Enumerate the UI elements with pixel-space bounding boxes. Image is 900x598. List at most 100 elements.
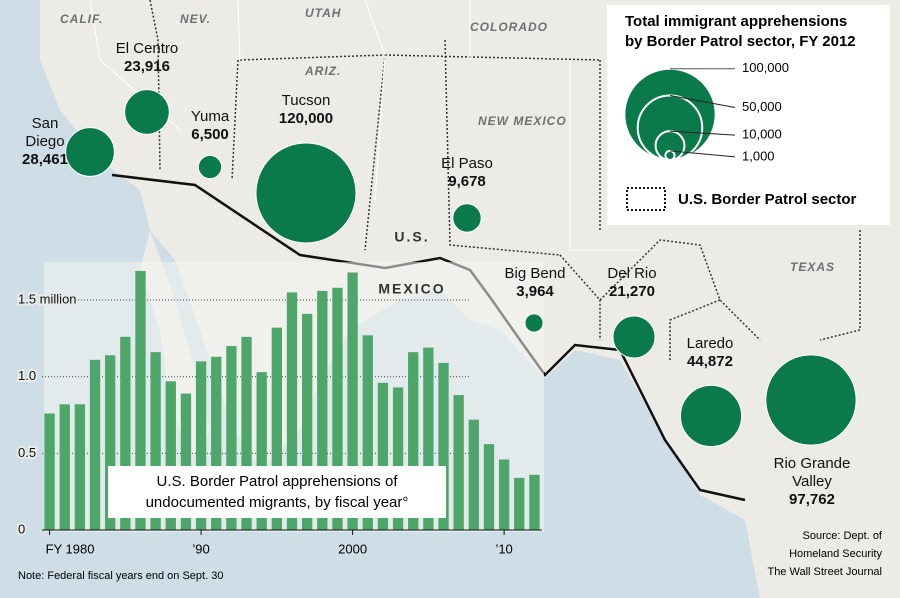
bar (529, 474, 540, 530)
sector-bubble (452, 203, 482, 233)
size-legend-leader (669, 150, 736, 158)
bar (89, 359, 101, 530)
sector-legend-swatch (626, 187, 666, 211)
sector-label: San Diego 28,461 (22, 115, 68, 169)
sector-name: El Paso (441, 155, 493, 172)
sector-bubble (197, 154, 223, 180)
y-tick-label: 0 (18, 521, 25, 536)
sector-label: Big Bend 3,964 (505, 265, 566, 301)
bar (59, 404, 70, 530)
bar (74, 404, 86, 530)
bar (347, 272, 358, 530)
bar (256, 372, 267, 530)
y-tick-label: 0.5 (18, 445, 36, 460)
sector-value: 23,916 (124, 58, 170, 75)
sector-name: Big Bend (504, 265, 566, 282)
bar (453, 395, 464, 530)
sector-name: Laredo (686, 335, 734, 352)
sector-label: Del Rio 21,270 (607, 265, 656, 301)
bar (514, 477, 525, 530)
bar (392, 387, 404, 530)
x-tick-label: FY 1980 (46, 541, 95, 556)
sector-label: Tucson 120,000 (279, 92, 333, 128)
sector-name: Yuma (190, 108, 230, 125)
sector-name: San Diego (25, 115, 65, 150)
sector-name: Tucson (281, 92, 331, 109)
sector-bubble (524, 313, 544, 333)
country-label: MEXICO (378, 281, 445, 297)
x-tick-label: ’10 (495, 541, 512, 556)
sector-label: Laredo 44,872 (687, 335, 734, 371)
sector-bubble (612, 315, 656, 359)
bar (362, 335, 373, 530)
bar (483, 444, 495, 530)
source: The Wall Street Journal (767, 566, 882, 578)
sector-value: 28,461 (22, 151, 68, 168)
size-legend-label: 10,000 (742, 127, 782, 142)
bar (271, 327, 282, 530)
source: Homeland Security (789, 548, 882, 560)
state-label: COLORADO (470, 20, 548, 34)
size-legend-leader (669, 94, 736, 108)
bar (180, 393, 192, 530)
state-label: ARIZ. (304, 64, 341, 78)
bar (332, 287, 343, 530)
sector-legend-label: U.S. Border Patrol sector (678, 191, 857, 208)
bar (302, 313, 313, 530)
bubble-title: Total immigrant apprehensions (625, 13, 847, 30)
bar (135, 270, 146, 530)
state-label: TEXAS (790, 260, 835, 274)
state-label: NEV. (180, 12, 211, 26)
bar (317, 290, 328, 530)
bar (226, 346, 237, 530)
bar (408, 352, 419, 530)
size-legend-leader (669, 130, 736, 136)
sector-value: 97,762 (789, 491, 835, 508)
state-label: UTAH (305, 6, 341, 20)
bar (423, 347, 434, 530)
y-tick-label: 1.5 million (18, 291, 77, 306)
bar (498, 459, 510, 530)
sector-label: El Centro 23,916 (116, 40, 179, 76)
x-tick-label: ’90 (192, 541, 209, 556)
bar (120, 336, 131, 530)
bar (211, 356, 222, 530)
bar (438, 362, 449, 530)
note: Note: Federal fiscal years end on Sept. … (18, 570, 223, 582)
source: Source: Dept. of (803, 530, 883, 542)
size-legend-label: 50,000 (742, 99, 782, 114)
size-legend-circle (623, 67, 717, 161)
sector-label: El Paso 9,678 (441, 155, 493, 191)
sector-bubble (124, 89, 170, 135)
bar (286, 292, 298, 530)
sector-bubble (765, 354, 857, 446)
sector-value: 9,678 (448, 173, 486, 190)
sector-name: Del Rio (607, 265, 657, 282)
size-legend-label: 1,000 (742, 148, 775, 163)
bubble-title: by Border Patrol sector, FY 2012 (625, 33, 856, 50)
bar-title: U.S. Border Patrol apprehensions of (157, 473, 399, 490)
bar (150, 352, 161, 530)
bar-title-box (108, 466, 446, 518)
size-legend-label: 100,000 (742, 60, 789, 75)
bar (165, 381, 176, 530)
country-label: U.S. (394, 229, 429, 245)
bar (377, 382, 389, 530)
sector-name: El Centro (115, 40, 179, 57)
sector-value: 44,872 (687, 353, 733, 370)
sector-value: 21,270 (609, 283, 655, 300)
state-label: NEW MEXICO (478, 114, 567, 128)
sector-value: 6,500 (191, 126, 229, 143)
sector-value: 120,000 (278, 110, 334, 127)
bar (468, 419, 479, 530)
bar (105, 355, 116, 530)
bar (195, 361, 207, 530)
bar-title: undocumented migrants, by fiscal year° (146, 494, 409, 511)
sector-label: Yuma 6,500 (191, 108, 229, 144)
sector-label: Rio Grande Valley 97,762 (774, 455, 851, 509)
sector-bubble (65, 127, 115, 177)
x-tick-label: 2000 (338, 541, 367, 556)
sector-bubble (255, 142, 357, 244)
